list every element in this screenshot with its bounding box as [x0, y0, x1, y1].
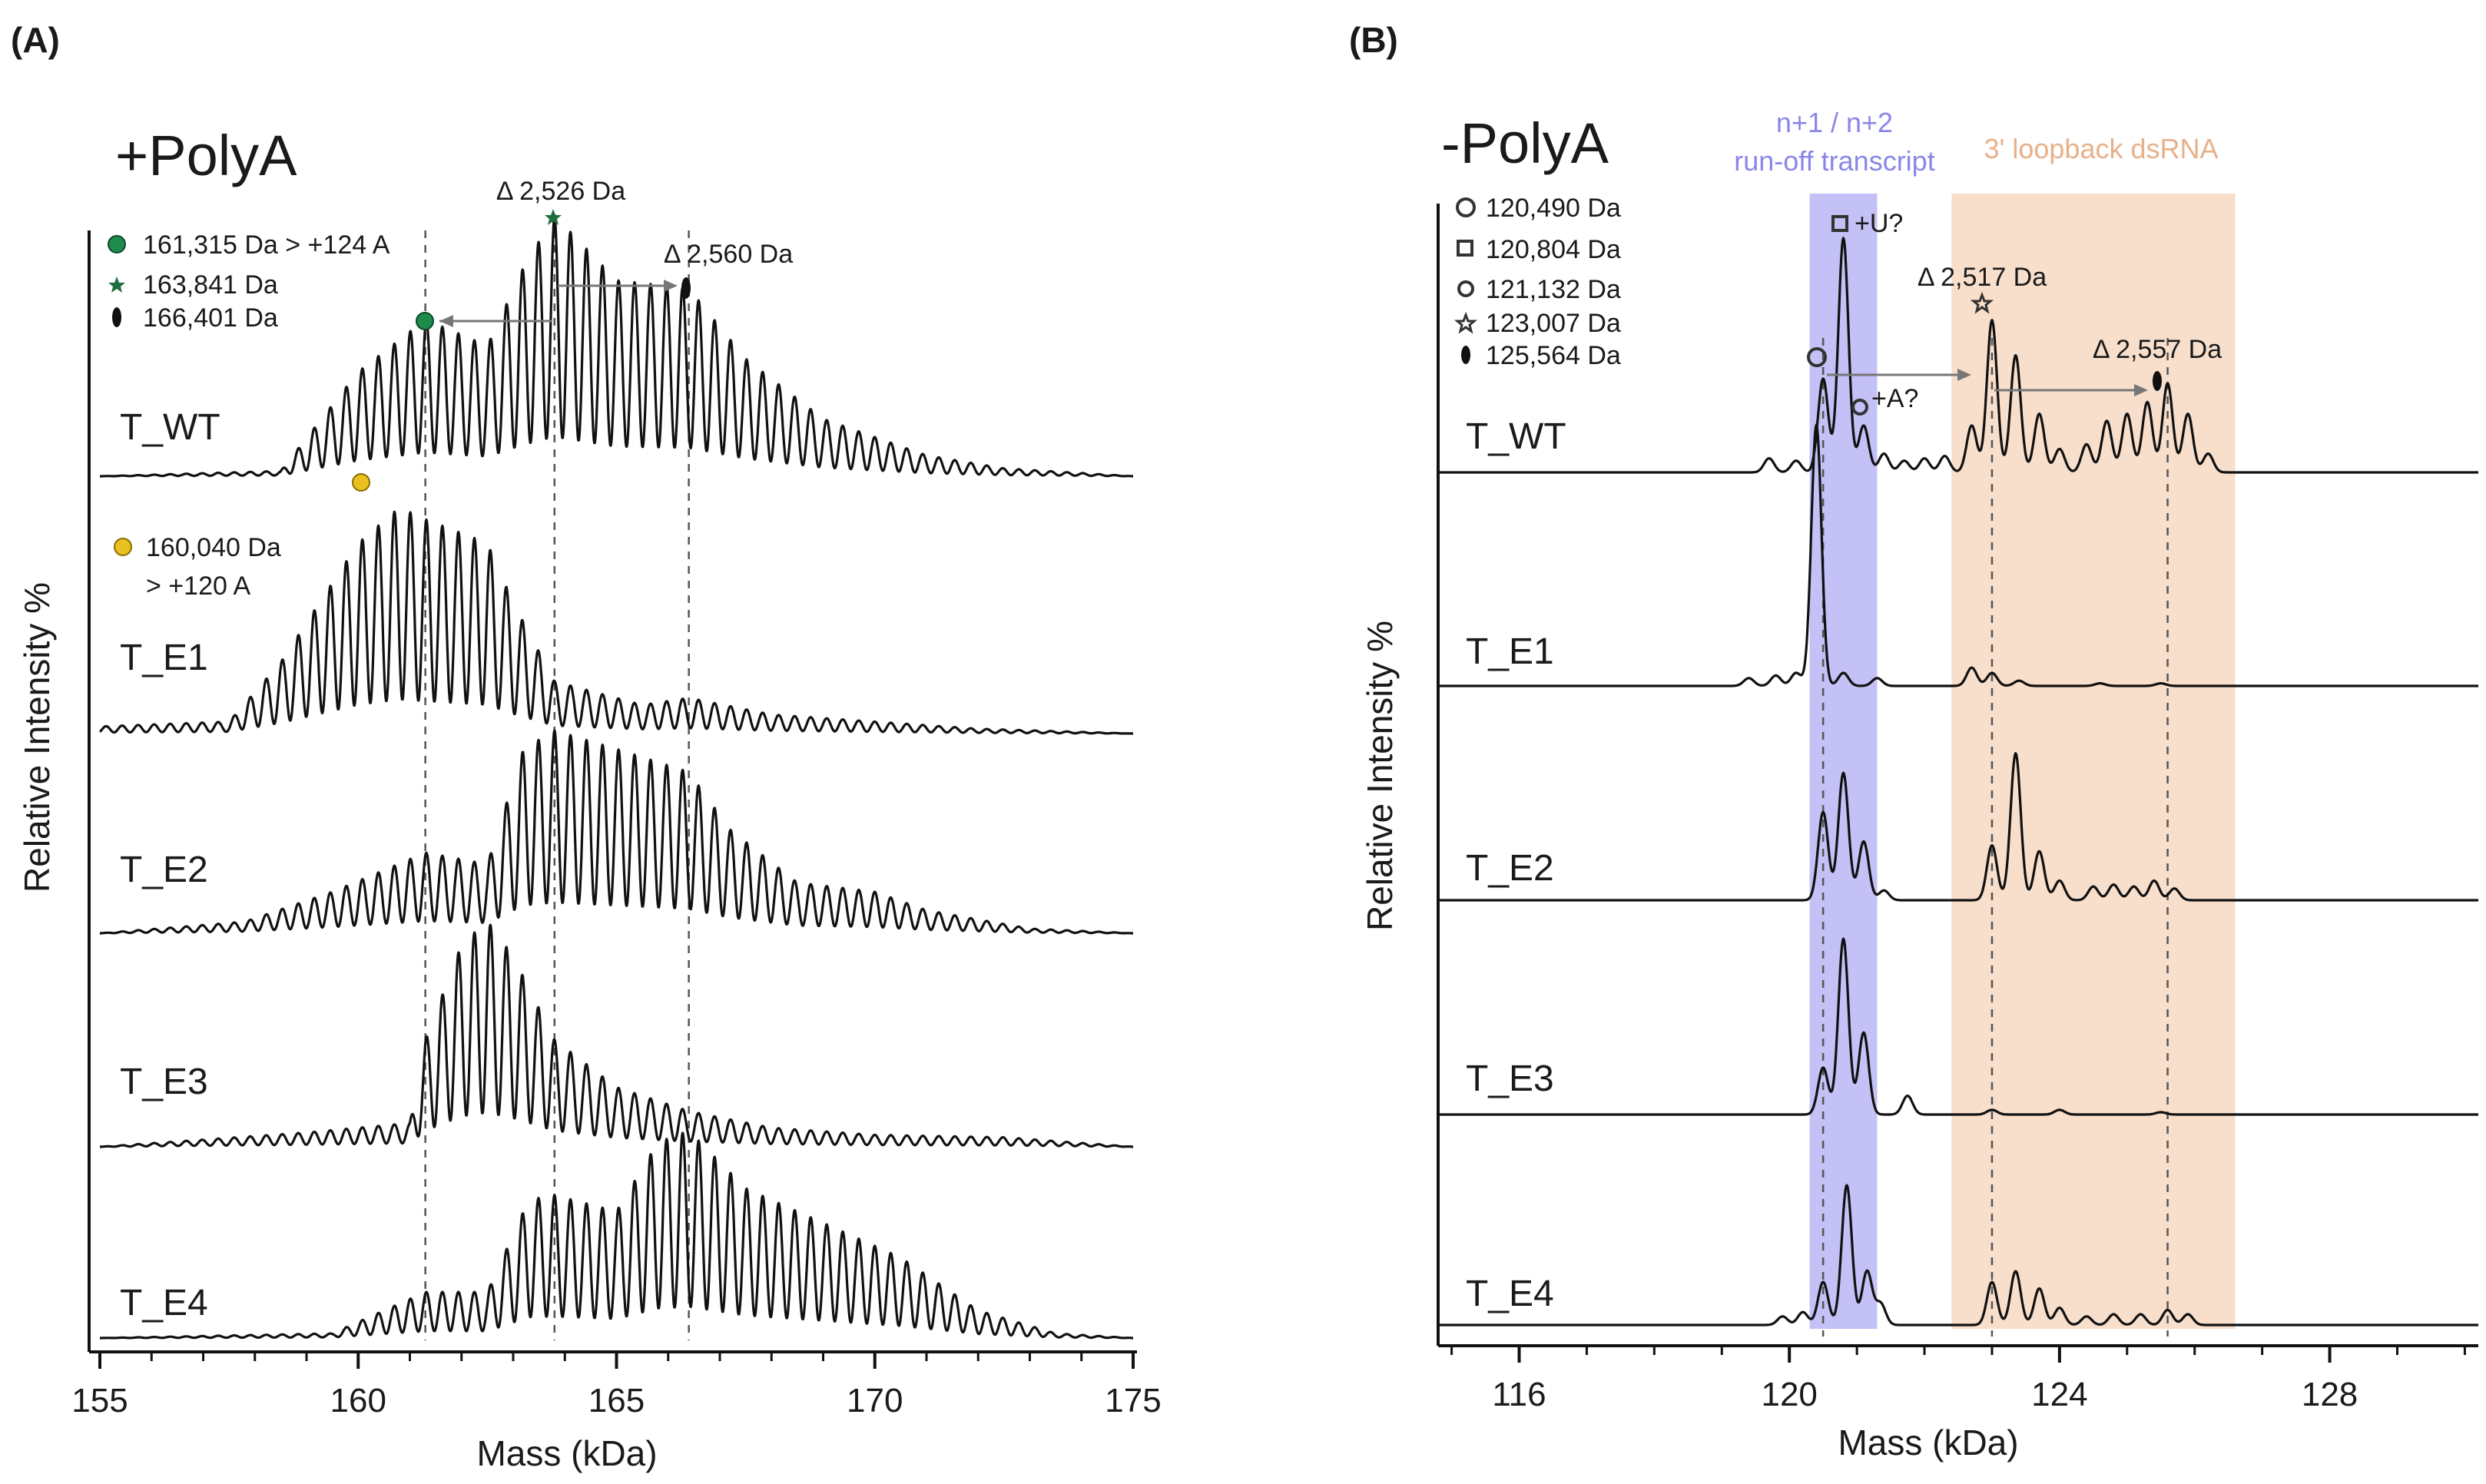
- small-open-circle-peak-marker-icon: [1851, 399, 1868, 416]
- trace-b-label: T_E2: [1466, 848, 1554, 889]
- green-star-marker-icon: [108, 277, 125, 293]
- open-square-marker-icon: [1457, 240, 1473, 257]
- arrowhead-icon: [1957, 369, 1971, 381]
- delta-2526-label: Δ 2,526 Da: [496, 177, 625, 206]
- trace-b-t-e2: [1437, 752, 2479, 902]
- green-circle-peak-marker-icon: [416, 312, 434, 330]
- trace-b-label: T_E3: [1466, 1058, 1554, 1099]
- region-blue-label-line2: run-off transcript: [1734, 145, 1934, 177]
- trace-b-t-wt: [1437, 237, 2479, 474]
- legend-a-item-1: 161,315 Da > +124 A: [143, 230, 390, 260]
- x-tick-label: 128: [2302, 1376, 2358, 1413]
- open-star-peak-marker-icon: [1970, 291, 1994, 314]
- yellow-circle-marker-icon: [114, 538, 132, 556]
- trace-b-t-e4: [1437, 1184, 2479, 1327]
- x-tick-label: 170: [847, 1382, 903, 1419]
- trace-a-label: T_E1: [120, 638, 208, 678]
- panel-b-x-label: Mass (kDa): [1838, 1423, 2018, 1462]
- panel-b-title: -PolyA: [1441, 111, 1609, 175]
- panel-b-traces: T_WT T_E1 T_E2 T_E3 T_E4: [1437, 237, 2479, 1327]
- black-oval-marker-icon: [112, 307, 121, 327]
- panel-a-x-label: Mass (kDa): [476, 1433, 657, 1473]
- panel-a-legend: 161,315 Da > +124 A 163,841 Da 166,401 D…: [108, 230, 390, 601]
- panel-a-annotations: Δ 2,526 Da Δ 2,560 Da: [352, 177, 793, 492]
- oval-peak-marker-icon: [681, 277, 691, 299]
- trace-b-label: T_E1: [1466, 631, 1554, 672]
- legend-b-item-2: 120,804 Da: [1486, 235, 1621, 264]
- panel-a-label: (A): [11, 20, 60, 60]
- delta-2557-label: Δ 2,557 Da: [2093, 335, 2222, 364]
- panel-b-legend: 120,490 Da 120,804 Da 121,132 Da 123,007…: [1453, 194, 1621, 370]
- arrowhead-icon: [664, 280, 678, 292]
- open-circle-peak-marker-icon: [1807, 347, 1827, 367]
- x-tick-label: 120: [1761, 1376, 1817, 1413]
- trace-b-label: T_E4: [1466, 1274, 1554, 1314]
- trace-a-label: T_WT: [120, 407, 220, 448]
- trace-a-label: T_E3: [120, 1062, 208, 1102]
- trace-a-label: T_E2: [120, 850, 208, 890]
- legend-a-extra-line1: 160,040 Da: [146, 533, 281, 562]
- legend-b-item-1: 120,490 Da: [1486, 194, 1621, 223]
- x-tick-label: 116: [1492, 1376, 1546, 1413]
- x-tick-label: 165: [588, 1382, 645, 1419]
- panel-b: (B) -PolyA n+1 / n+2 run-off transcript …: [1349, 20, 2479, 1462]
- x-tick-label: 175: [1105, 1382, 1161, 1419]
- panel-b-label: (B): [1349, 20, 1398, 60]
- panel-b-annotations: +U? +A? Δ 2,517 Da Δ 2,557 Da: [1807, 209, 2222, 416]
- panel-b-x-ticks: 116 120 124 128: [1450, 1346, 2466, 1413]
- trace-a-t-e2: [99, 729, 1134, 935]
- trace-a-t-wt: [99, 214, 1134, 478]
- delta-2517-label: Δ 2,517 Da: [1918, 263, 2047, 292]
- region-orange-label: 3' loopback dsRNA: [1984, 133, 2218, 164]
- panel-a-title: +PolyA: [115, 124, 297, 187]
- black-oval-marker-icon: [1461, 346, 1470, 364]
- oval-peak-marker-icon: [2153, 371, 2162, 391]
- panel-b-y-label: Relative Intensity %: [1360, 621, 1400, 931]
- region-blue-label-line1: n+1 / n+2: [1776, 107, 1893, 138]
- panel-a-y-label: Relative Intensity %: [17, 582, 57, 893]
- legend-a-item-3: 166,401 Da: [143, 303, 278, 333]
- x-tick-label: 155: [71, 1382, 128, 1419]
- trace-a-t-e3: [99, 923, 1134, 1148]
- legend-b-item-5: 125,564 Da: [1486, 341, 1621, 370]
- open-circle-marker-icon: [1456, 197, 1476, 217]
- arrowhead-icon: [439, 315, 453, 327]
- trace-a-label: T_E4: [120, 1283, 208, 1323]
- legend-b-item-4: 123,007 Da: [1486, 309, 1621, 338]
- x-tick-label: 124: [2031, 1376, 2087, 1413]
- delta-2560-label: Δ 2,560 Da: [664, 240, 793, 269]
- loopback-dsrna-region: [1951, 194, 2236, 1329]
- x-tick-label: 160: [330, 1382, 386, 1419]
- trace-b-t-e3: [1437, 937, 2479, 1116]
- square-peak-marker-icon: [1831, 215, 1848, 232]
- panel-a-x-ticks: 155 160 165 170 175: [71, 1352, 1162, 1419]
- trace-a-t-e4: [99, 1131, 1134, 1340]
- green-circle-marker-icon: [108, 235, 126, 253]
- legend-b-item-3: 121,132 Da: [1486, 275, 1621, 304]
- plus-u-label: +U?: [1855, 209, 1903, 238]
- arrowhead-icon: [2134, 384, 2148, 396]
- yellow-circle-peak-marker-icon: [352, 473, 370, 492]
- legend-a-extra-line2: > +120 A: [146, 571, 250, 601]
- trace-a-t-e1: [98, 510, 1134, 735]
- panel-a: (A) +PolyA T_WT T_E1 T_E2 T_E3 T_E4 155 160 16…: [11, 20, 1162, 1473]
- trace-b-t-e1: [1437, 423, 2479, 687]
- trace-b-label: T_WT: [1466, 416, 1566, 457]
- small-open-circle-marker-icon: [1457, 280, 1474, 297]
- open-star-marker-icon: [1453, 311, 1478, 334]
- green-star-peak-marker-icon: [545, 209, 562, 225]
- legend-a-item-2: 163,841 Da: [143, 270, 278, 300]
- panel-a-traces: T_WT T_E1 T_E2 T_E3 T_E4: [98, 214, 1134, 1340]
- plus-a-label: +A?: [1871, 384, 1918, 413]
- panel-b-reference-lines: [1821, 338, 2169, 1337]
- panel-a-reference-lines: [424, 230, 690, 1340]
